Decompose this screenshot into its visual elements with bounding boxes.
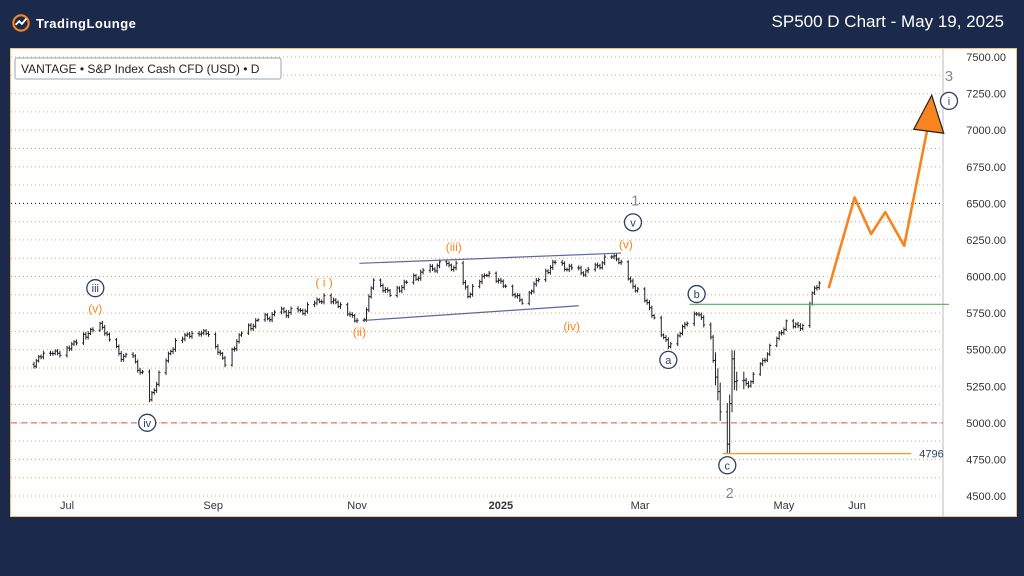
wave-label: c [725, 460, 731, 472]
support-level-label: 4796 [919, 449, 943, 461]
brand-logo[interactable]: TradingLounge [12, 14, 136, 32]
x-tick-label: Jun [848, 500, 866, 512]
wave-label: iv [143, 418, 151, 430]
wave-label: (v) [88, 302, 102, 316]
y-tick-label: 5000.00 [966, 418, 1006, 430]
wave-label: (v) [619, 237, 633, 251]
wave-label: (iv) [563, 319, 580, 333]
brand-name: TradingLounge [36, 15, 137, 31]
wave-label: a [665, 355, 672, 367]
y-tick-label: 7500.00 [966, 52, 1006, 64]
x-tick-label: Sep [203, 500, 223, 512]
chart-title: SP500 D Chart - May 19, 2025 [771, 12, 1004, 31]
wave-label: (iii) [446, 240, 462, 254]
header-bar: TradingLounge SP500 D Chart - May 19, 20… [0, 0, 1024, 48]
wave-label-circle [138, 413, 157, 432]
y-tick-label: 6000.00 [966, 272, 1006, 284]
wave-label-circle [718, 456, 737, 475]
wave-label: (ii) [353, 325, 366, 339]
logo-icon [12, 14, 30, 32]
y-tick-label: 7000.00 [966, 125, 1006, 137]
y-tick-label: 5750.00 [966, 308, 1006, 320]
wedge-trendline [364, 305, 579, 321]
wave-label: ( i ) [315, 275, 332, 289]
wave-label-circle [623, 213, 643, 232]
wave-label: 1 [631, 192, 639, 209]
y-tick-label: 6750.00 [966, 162, 1006, 174]
wave-label: v [630, 217, 636, 229]
x-tick-label: 2025 [489, 500, 513, 512]
footer-bar [0, 545, 1024, 576]
legend-text: VANTAGE • S&P Index Cash CFD (USD) • D [21, 62, 260, 76]
wave-label: b [694, 289, 700, 301]
y-tick-label: 6500.00 [966, 198, 1006, 210]
wave-label-circle [939, 91, 959, 111]
y-tick-label: 7250.00 [966, 89, 1006, 101]
price-chart[interactable]: 4796 iii (v) iv ( i ) (ii) (iii) (iv) (v) v 1 a b c 2… [11, 49, 1016, 516]
y-tick-label: 5500.00 [966, 345, 1006, 357]
x-tick-label: Nov [347, 500, 367, 512]
x-tick-label: Mar [631, 500, 650, 512]
y-tick-label: 5250.00 [966, 381, 1006, 393]
wave-label: 3 [945, 68, 953, 85]
projection-path [827, 126, 929, 289]
wave-label: i [948, 96, 950, 108]
y-tick-label: 4750.00 [966, 454, 1006, 466]
wave-label-circle [659, 350, 678, 370]
wave-label: iii [92, 283, 99, 295]
y-tick-label: 4500.00 [966, 491, 1006, 503]
projection-arrowhead [912, 93, 945, 134]
chart-panel: 4796 iii (v) iv ( i ) (ii) (iii) (iv) (v) v 1 a b c 2… [10, 48, 1017, 517]
y-tick-label: 6250.00 [966, 235, 1006, 247]
wave-label-circle [86, 279, 105, 298]
legend-box [14, 57, 282, 80]
x-tick-label: Jul [60, 500, 74, 512]
wave-label-circle [687, 284, 706, 304]
x-tick-label: May [774, 500, 795, 512]
wave-label: 2 [725, 485, 733, 502]
wedge-trendline [359, 252, 622, 264]
